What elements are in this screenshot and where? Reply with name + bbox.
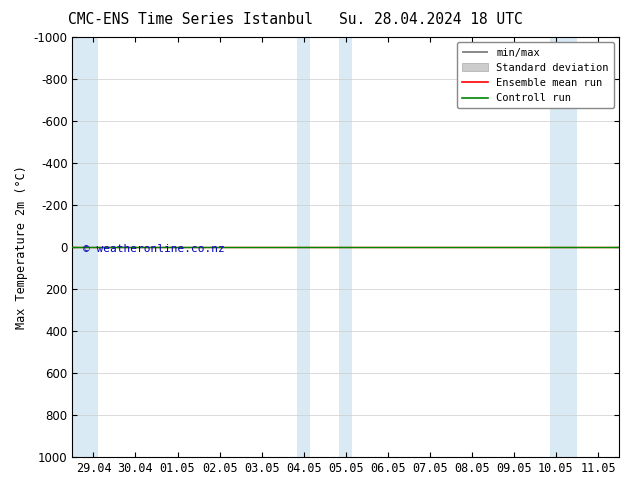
Bar xyxy=(72,37,98,457)
Bar xyxy=(339,37,352,457)
Text: CMC-ENS Time Series Istanbul: CMC-ENS Time Series Istanbul xyxy=(68,12,313,27)
Legend: min/max, Standard deviation, Ensemble mean run, Controll run: min/max, Standard deviation, Ensemble me… xyxy=(456,42,614,108)
Y-axis label: Max Temperature 2m (°C): Max Temperature 2m (°C) xyxy=(15,165,28,329)
Text: Su. 28.04.2024 18 UTC: Su. 28.04.2024 18 UTC xyxy=(339,12,523,27)
Text: © weatheronline.co.nz: © weatheronline.co.nz xyxy=(83,244,225,254)
Bar xyxy=(550,37,577,457)
Bar xyxy=(297,37,310,457)
